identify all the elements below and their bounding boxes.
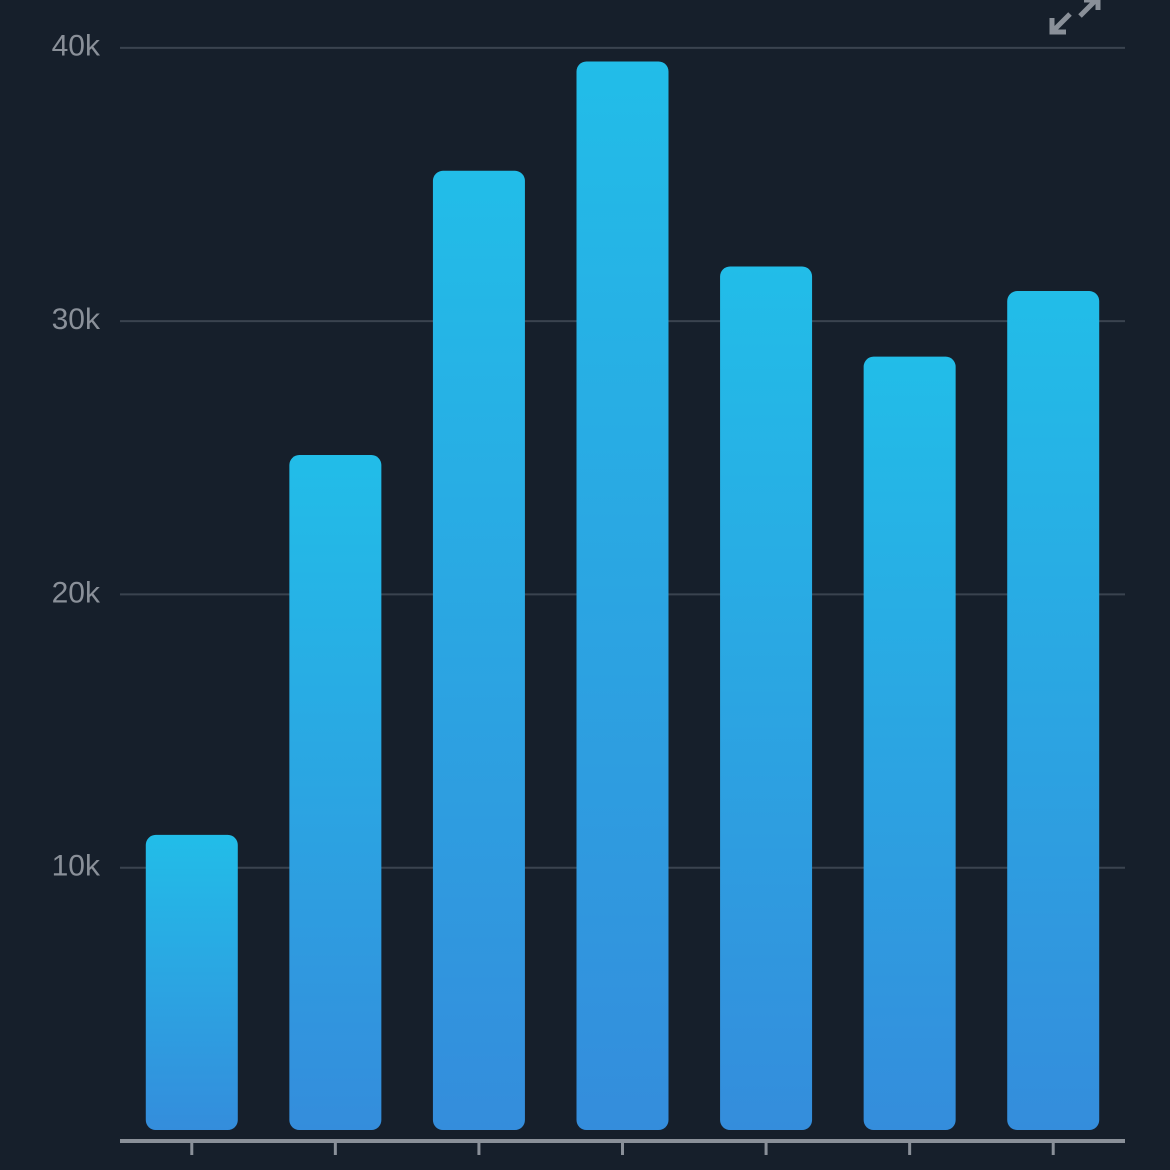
y-tick-label: 10k <box>52 850 101 883</box>
y-tick-label: 30k <box>52 303 101 336</box>
expand-icon[interactable] <box>1049 0 1101 35</box>
bar <box>863 356 956 1130</box>
bar <box>720 266 813 1131</box>
bar <box>289 455 382 1130</box>
bar <box>1007 291 1100 1130</box>
y-tick-label: 40k <box>52 30 101 63</box>
bar <box>576 61 669 1131</box>
bar <box>432 170 525 1131</box>
y-tick-label: 20k <box>52 576 101 609</box>
bar <box>145 834 238 1130</box>
